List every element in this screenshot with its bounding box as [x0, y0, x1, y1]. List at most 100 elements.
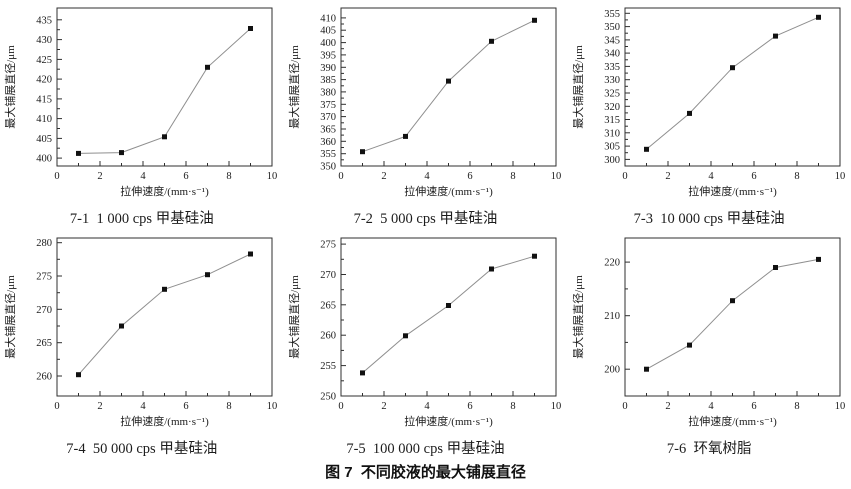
x-tick-label: 0: [55, 401, 60, 412]
y-tick-label: 345: [604, 35, 620, 46]
x-tick-label: 2: [665, 171, 670, 182]
y-tick-label: 370: [320, 112, 336, 123]
y-tick-label: 360: [320, 137, 336, 148]
y-axis-label: 最大铺展直径/μm: [287, 45, 301, 129]
y-tick-label: 415: [37, 94, 53, 105]
data-point-marker: [445, 78, 451, 84]
data-points: [76, 251, 254, 378]
chart-7-1: 0 2 4 6 8 10 400 405 410 415 420 425 430 435 拉伸速度/(mm·…: [3, 7, 278, 198]
data-point-marker: [205, 64, 211, 70]
x-axis-label: 拉伸速度/(mm·s⁻¹): [688, 414, 777, 428]
y-tick-label: 310: [604, 128, 620, 139]
x-tick-label: 4: [141, 171, 147, 182]
y-tick-label: 335: [604, 62, 620, 73]
x-tick-label: 4: [708, 401, 714, 412]
y-tick-label: 395: [320, 50, 336, 61]
y-tick-label: 435: [37, 15, 53, 26]
x-tick-label: 4: [424, 171, 430, 182]
data-point-marker: [488, 266, 494, 272]
y-tick-label: 260: [37, 372, 53, 383]
x-axis-label: 拉伸速度/(mm·s⁻¹): [404, 414, 493, 428]
data-points: [76, 26, 254, 156]
chart-7-3: 0 2 4 6 8 10 300 305 310 315 320 325 330 335 340 345 350…: [571, 7, 845, 198]
y-tick-label: 300: [604, 155, 620, 166]
y-tick-label: 380: [320, 87, 336, 98]
charts-grid: 0 2 4 6 8 10 400 405 410 415 420 425 430 435 拉伸速度/(mm·…: [0, 0, 851, 458]
subfigure-caption: 7-6 环氧树脂: [666, 441, 752, 457]
axis-frame: 0 2 4 6 8 10 250 255 260 265 270 275: [320, 237, 562, 412]
y-tick-label: 400: [37, 154, 53, 165]
y-tick-label: 420: [37, 75, 53, 86]
data-points: [643, 14, 821, 152]
x-tick-label: 4: [141, 401, 147, 412]
x-tick-label: 8: [510, 171, 515, 182]
data-point-marker: [643, 366, 649, 372]
x-tick-label: 0: [338, 401, 343, 412]
x-tick-label: 0: [622, 171, 627, 182]
series-line: [362, 255, 535, 374]
y-tick-label: 255: [320, 361, 336, 372]
data-point-marker: [359, 370, 365, 376]
chart-7-4: 0 2 4 6 8 10 260 265 270 275 280 拉伸速度/(mm·s⁻¹) 最大铺展直…: [3, 237, 278, 428]
y-tick-label: 325: [604, 89, 620, 100]
y-tick-label: 270: [320, 270, 336, 281]
x-tick-label: 10: [551, 401, 562, 412]
y-tick-label: 405: [320, 26, 336, 37]
axis-frame: 0 2 4 6 8 10 200 210 220: [604, 237, 845, 412]
y-tick-label: 315: [604, 115, 620, 126]
x-tick-label: 10: [834, 401, 845, 412]
figure-caption: 图 7 不同胶液的最大铺展直径: [325, 464, 526, 481]
x-axis-label: 拉伸速度/(mm·s⁻¹): [121, 414, 210, 428]
subfigure-caption: 7-3 10 000 cps 甲基硅油: [633, 211, 785, 227]
y-tick-label: 365: [320, 125, 336, 136]
subfigure-7-6: 0 2 4 6 8 10 200 210 220 拉伸速度/(mm·s⁻¹) 最大铺展直径/μm 7-…: [567, 230, 851, 458]
y-tick-label: 375: [320, 100, 336, 111]
y-axis-label: 最大铺展直径/μm: [3, 45, 17, 129]
chart-7-6: 0 2 4 6 8 10 200 210 220 拉伸速度/(mm·s⁻¹) 最大铺展直径/μm: [571, 237, 845, 428]
x-tick-label: 10: [267, 401, 278, 412]
x-tick-label: 6: [751, 401, 756, 412]
data-point-marker: [445, 303, 451, 308]
data-point-marker: [531, 17, 537, 23]
y-tick-label: 350: [604, 22, 620, 33]
data-point-marker: [729, 298, 735, 304]
x-tick-label: 6: [184, 401, 189, 412]
data-point-marker: [643, 146, 649, 152]
data-point-marker: [359, 149, 365, 155]
y-tick-label: 410: [320, 13, 336, 24]
data-point-marker: [815, 256, 821, 262]
y-tick-label: 220: [604, 258, 620, 269]
data-point-marker: [76, 150, 82, 156]
data-point-marker: [772, 33, 778, 39]
y-tick-label: 340: [604, 49, 620, 60]
y-tick-label: 210: [604, 311, 620, 322]
y-axis-label: 最大铺展直径/μm: [287, 275, 301, 359]
x-tick-label: 8: [794, 171, 799, 182]
chart-7-5: 0 2 4 6 8 10 250 255 260 265 270 275 拉伸速度/(mm·s⁻¹) 最大…: [287, 237, 562, 428]
x-tick-label: 8: [227, 171, 232, 182]
subfigure-7-1: 0 2 4 6 8 10 400 405 410 415 420 425 430 435 拉伸速度/(mm·…: [0, 0, 284, 228]
y-axis-label: 最大铺展直径/μm: [3, 275, 17, 359]
x-tick-label: 10: [267, 171, 278, 182]
data-point-marker: [402, 133, 408, 139]
y-axis-label: 最大铺展直径/μm: [571, 275, 585, 359]
data-point-marker: [686, 342, 692, 348]
x-tick-label: 10: [551, 171, 562, 182]
axis-frame: 0 2 4 6 8 10 300 305 310 315 320 325 330 335 340 345 350…: [604, 7, 845, 182]
data-points: [359, 253, 537, 376]
data-point-marker: [119, 150, 125, 156]
x-tick-label: 8: [794, 401, 799, 412]
y-tick-label: 305: [604, 142, 620, 153]
x-tick-label: 8: [227, 401, 232, 412]
data-point-marker: [531, 253, 537, 259]
series-line: [362, 19, 535, 153]
subfigure-7-3: 0 2 4 6 8 10 300 305 310 315 320 325 330 335 340 345 350…: [567, 0, 851, 228]
y-tick-label: 410: [37, 114, 53, 125]
subfigure-7-4: 0 2 4 6 8 10 260 265 270 275 280 拉伸速度/(mm·s⁻¹) 最大铺展直…: [0, 230, 284, 458]
axis-frame: 0 2 4 6 8 10 400 405 410 415 420 425 430 435: [37, 7, 278, 182]
y-tick-label: 400: [320, 38, 336, 49]
x-tick-label: 2: [665, 401, 670, 412]
